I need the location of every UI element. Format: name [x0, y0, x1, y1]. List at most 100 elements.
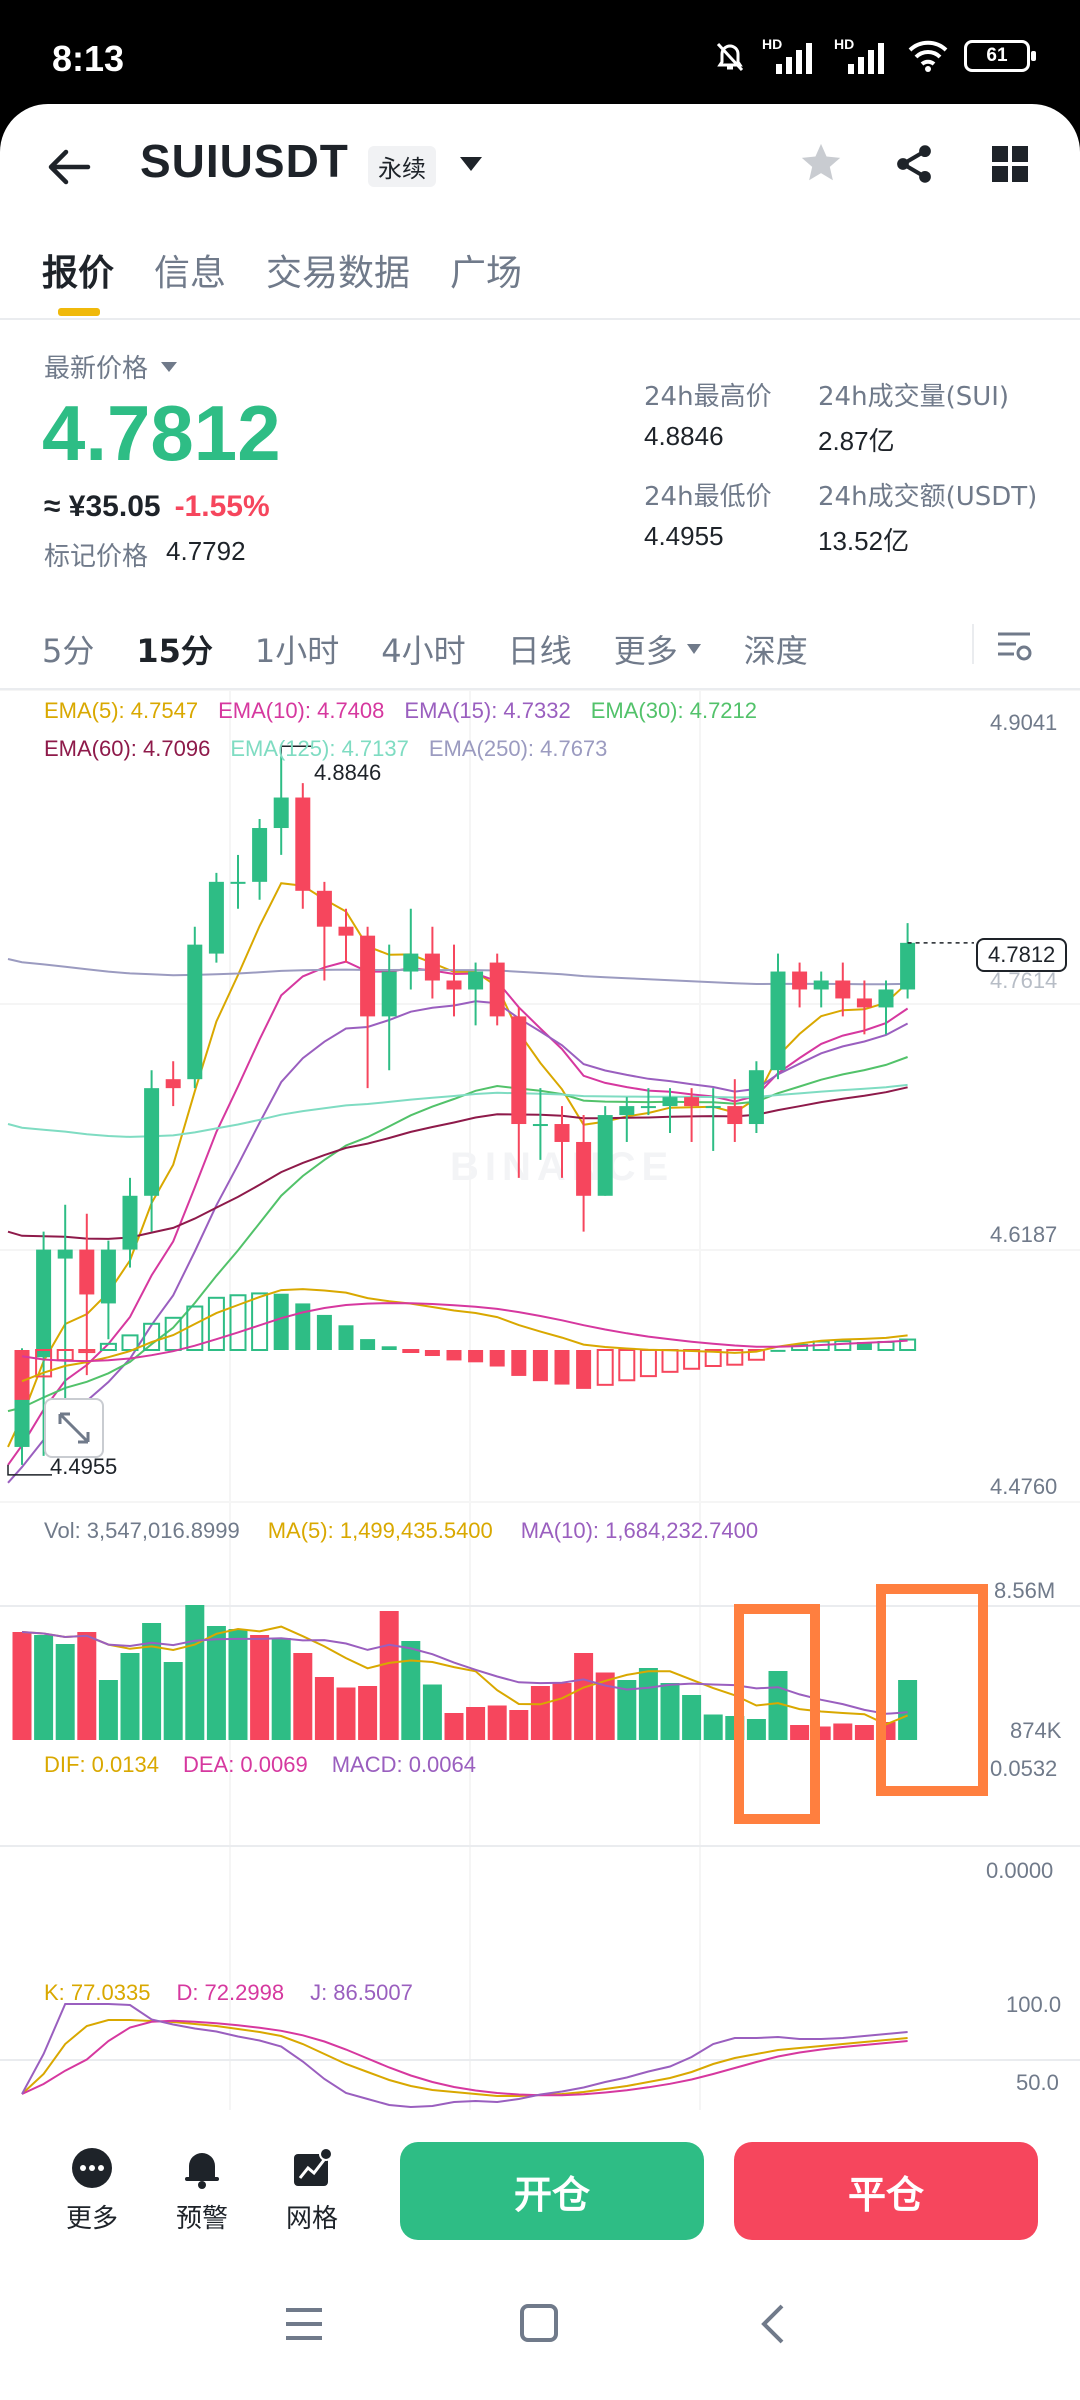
macd-bar: [402, 1349, 420, 1353]
kdj-axis-mid: 50.0: [1016, 2070, 1059, 2095]
interval-4h[interactable]: 4小时: [381, 632, 466, 670]
candle-body: [900, 942, 916, 990]
interval-15m[interactable]: 15分: [136, 632, 213, 670]
watermark: BINANCE: [450, 1145, 674, 1189]
system-nav-bar: [0, 2250, 1080, 2400]
macd-bar: [554, 1350, 570, 1385]
volume-bar: [77, 1632, 97, 1740]
volume-bar: [185, 1605, 205, 1740]
candle-body: [338, 926, 354, 936]
favorite-star-icon[interactable]: [798, 140, 844, 186]
interval-bar-divider: [0, 688, 1080, 690]
macd-bar: [381, 1346, 397, 1350]
volume-bar: [898, 1680, 918, 1740]
volume-bar: [379, 1611, 399, 1740]
vol-legend: Vol: 3,547,016.8999: [44, 1518, 240, 1543]
expand-icon: [58, 1412, 90, 1444]
low-24h: 24h最低价 4.4955: [644, 482, 772, 551]
dea-legend: DEA: 0.0069: [182, 1752, 308, 1777]
open-position-button[interactable]: 开仓: [400, 2142, 704, 2240]
dif-legend: DIF: 0.0134: [44, 1752, 159, 1777]
ema10-legend: EMA(10): 4.7408: [218, 698, 385, 723]
symbol-dropdown-icon[interactable]: [458, 154, 484, 174]
k-legend: K: 77.0335: [44, 1980, 151, 2005]
system-back-icon[interactable]: [756, 2302, 790, 2346]
symbol-title[interactable]: SUIUSDT: [140, 135, 349, 187]
candle-body: [122, 1195, 138, 1250]
volume-bar: [682, 1695, 702, 1740]
candle-body: [381, 971, 397, 1017]
interval-1d[interactable]: 日线: [507, 632, 572, 670]
macd-bar: [726, 1349, 744, 1366]
close-position-button[interactable]: 平仓: [734, 2142, 1038, 2240]
volume-bar: [401, 1641, 421, 1740]
home-icon[interactable]: [518, 2302, 560, 2344]
candle-body: [511, 1016, 527, 1125]
macd-bar: [338, 1325, 354, 1350]
more-tool[interactable]: 更多: [66, 2146, 118, 2235]
volume-bar: [660, 1683, 680, 1740]
cny-price: ≈ ¥35.05: [44, 490, 161, 523]
candle-body: [835, 980, 851, 999]
alert-tool[interactable]: 预警: [176, 2146, 228, 2235]
chart-settings-icon[interactable]: [996, 628, 1032, 664]
candle-body: [684, 1097, 700, 1107]
macd-bar: [683, 1349, 701, 1370]
grid-tool[interactable]: 网格: [286, 2146, 338, 2235]
macd-bar: [747, 1349, 765, 1361]
volume-bar: [746, 1719, 766, 1740]
signal-icon-2: HD: [834, 36, 892, 76]
macd-bar: [532, 1350, 548, 1382]
macd-bar: [207, 1296, 225, 1351]
vol-ma5-legend: MA(5): 1,499,435.5400: [267, 1518, 493, 1543]
kdj-legend: K: 77.0335 D: 72.2998 J: 86.5007: [44, 1980, 413, 2006]
macd-bar: [899, 1338, 917, 1352]
macd-bar: [295, 1303, 311, 1350]
last-price-label[interactable]: 最新价格: [44, 348, 178, 385]
price-axis-upper: 4.7614: [990, 968, 1058, 993]
share-icon[interactable]: [892, 142, 936, 186]
vol-ma10-legend: MA(10): 1,684,232.7400: [520, 1518, 759, 1543]
tab-trading-data[interactable]: 交易数据: [266, 253, 411, 294]
candle-body: [100, 1249, 116, 1304]
recent-apps-icon[interactable]: [282, 2304, 326, 2344]
interval-1h[interactable]: 1小时: [254, 632, 340, 670]
ema15-legend: EMA(15): 4.7332: [404, 698, 571, 723]
macd-bar: [468, 1350, 484, 1363]
tab-quote[interactable]: 报价: [42, 253, 115, 294]
interval-depth[interactable]: 深度: [743, 632, 808, 670]
macd-bar: [121, 1334, 139, 1351]
volume-legend: Vol: 3,547,016.8999 MA(5): 1,499,435.540…: [44, 1518, 758, 1544]
grid-menu-icon[interactable]: [990, 144, 1030, 184]
candle-body: [727, 1106, 743, 1125]
candle-body: [705, 1106, 721, 1109]
macd-bar: [834, 1340, 852, 1351]
candle-body: [576, 1141, 592, 1196]
macd-bar: [618, 1349, 636, 1382]
back-arrow-icon[interactable]: [46, 144, 92, 190]
kdj-layer: [21, 2003, 908, 2109]
kdj-axis-top: 100.0: [1006, 1992, 1062, 2017]
mute-bell-icon: [716, 42, 744, 72]
volume-bar: [854, 1725, 874, 1740]
volume-bar: [595, 1672, 615, 1740]
price-axis-bottom: 4.4760: [990, 1474, 1058, 1499]
tab-square[interactable]: 广场: [450, 253, 523, 294]
last-price: 4.7812: [42, 389, 281, 477]
tab-info[interactable]: 信息: [154, 253, 227, 294]
volume-bar: [98, 1680, 118, 1740]
volume-bar: [466, 1707, 486, 1740]
signal-icon-1: HD: [762, 36, 820, 76]
volume-bar: [163, 1662, 183, 1740]
interval-5m[interactable]: 5分: [42, 632, 95, 670]
current-price-tag[interactable]: 4.7812: [976, 938, 1068, 972]
ema125-legend: EMA(125): 4.7137: [230, 736, 409, 761]
macd-bar: [316, 1314, 332, 1350]
candle-body: [36, 1249, 52, 1358]
macd-bar: [229, 1294, 247, 1352]
interval-more[interactable]: 更多: [614, 626, 702, 672]
battery-icon: 61: [964, 40, 1036, 72]
candle-body: [208, 881, 224, 954]
candle-body: [187, 944, 203, 1080]
fullscreen-button[interactable]: [44, 1398, 104, 1458]
